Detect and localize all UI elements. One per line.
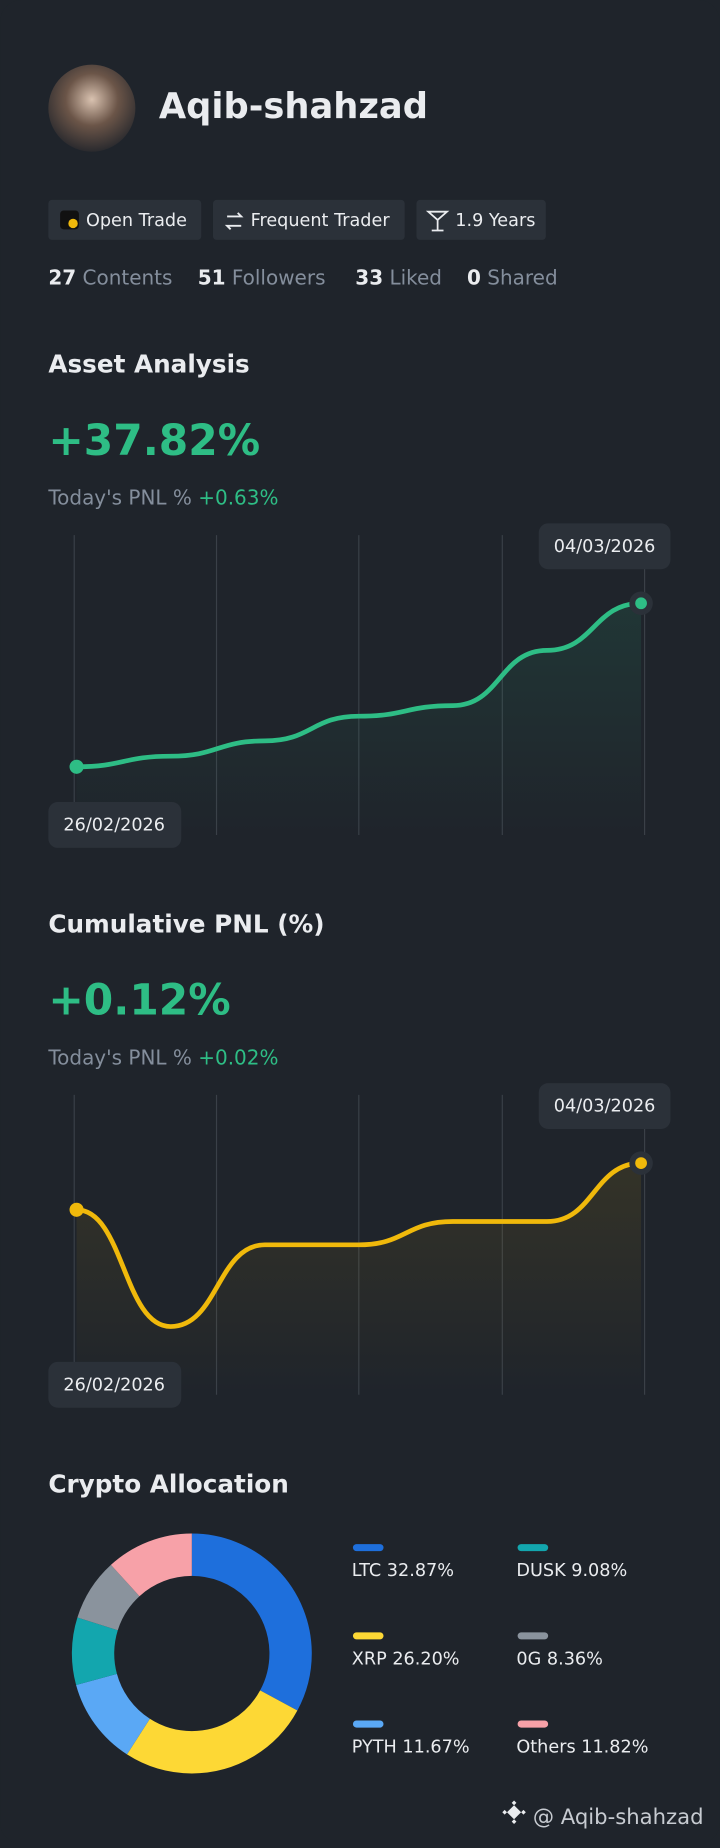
- donut-segment: [71, 1533, 312, 1774]
- date-tag: [538, 1083, 671, 1129]
- stat-label: Liked: [389, 265, 442, 289]
- headline-value: +37.82%: [48, 416, 260, 465]
- section-title: Asset Analysis: [48, 350, 249, 379]
- legend-swatch: [517, 1720, 549, 1728]
- legend-name: LTC: [352, 1561, 381, 1581]
- stat-count: 0: [467, 265, 481, 289]
- section-title: Cumulative PNL (%): [48, 910, 324, 939]
- start-point: [69, 1202, 84, 1217]
- legend-name: 0G: [516, 1649, 541, 1669]
- badge: [48, 199, 202, 240]
- donut-segment: [71, 1533, 312, 1774]
- legend-name: XRP: [352, 1649, 387, 1669]
- legend-value: 11.67%: [402, 1738, 469, 1758]
- pnl-label: Today's PNL %: [47, 1045, 192, 1069]
- badge: [416, 199, 546, 240]
- legend-name: DUSK: [516, 1561, 566, 1581]
- legend-entry: Others 11.82%: [516, 1738, 648, 1758]
- legend-swatch: [352, 1720, 384, 1728]
- stat-label: Followers: [232, 265, 326, 289]
- line-area: [76, 1163, 642, 1395]
- legend-swatch: [352, 1544, 384, 1552]
- legend-entry: PYTH 11.67%: [352, 1738, 470, 1758]
- legend-value: 26.20%: [392, 1649, 459, 1669]
- legend-value: 11.82%: [581, 1738, 648, 1758]
- line: [74, 1160, 644, 1329]
- pnl-line: Today's PNL % +0.63%: [47, 485, 278, 509]
- legend-entry: LTC 32.87%: [352, 1561, 454, 1581]
- stats: 27 Contents 51 Followers 33 Liked 0 Shar…: [48, 265, 557, 289]
- badge: [212, 199, 405, 240]
- legend-swatch: [517, 1632, 549, 1640]
- end-date: 04/03/2026: [554, 1097, 656, 1117]
- badge-text: Frequent Trader: [251, 211, 391, 231]
- pnl-label: Today's PNL %: [47, 485, 192, 509]
- pnl-line: Today's PNL % +0.02%: [47, 1045, 278, 1069]
- legend-value: 9.08%: [571, 1561, 627, 1581]
- line-area: [76, 603, 642, 835]
- start-date: 26/02/2026: [63, 1375, 165, 1395]
- footer-handle: @ Aqib-shahzad: [533, 1804, 704, 1829]
- stat-label: Contents: [83, 265, 173, 289]
- donut-segment: [71, 1533, 312, 1774]
- legend-value: 32.87%: [387, 1561, 454, 1581]
- pnl-value: +0.63%: [198, 485, 278, 509]
- start-date: 26/02/2026: [63, 816, 165, 836]
- date-tag: [48, 802, 182, 848]
- date-tag: [48, 1361, 182, 1408]
- stat-count: 27: [48, 265, 76, 289]
- legend-entry: XRP 26.20%: [352, 1649, 460, 1669]
- stat-label: Shared: [487, 265, 557, 289]
- badge-icon: [224, 212, 244, 230]
- badge-text: Open Trade: [86, 211, 187, 231]
- badge-icon: [68, 218, 78, 229]
- legend-swatch: [517, 1544, 549, 1552]
- legend-entry: 0G 8.36%: [516, 1649, 602, 1669]
- section-title: Crypto Allocation: [48, 1469, 289, 1498]
- legend-entry: DUSK 9.08%: [516, 1561, 627, 1581]
- headline-value: +0.12%: [48, 976, 230, 1025]
- line: [74, 600, 644, 770]
- legend-name: PYTH: [352, 1738, 397, 1758]
- date-tag: [538, 523, 671, 570]
- stat-count: 51: [198, 265, 226, 289]
- badge-text: 1.9 Years: [455, 211, 535, 231]
- legend-swatch: [352, 1632, 384, 1640]
- brand-icon: [502, 1800, 526, 1825]
- stat-count: 33: [355, 265, 383, 289]
- user-name: Aqib-shahzad: [159, 86, 428, 127]
- avatar[interactable]: [48, 64, 136, 152]
- legend-name: Others: [516, 1738, 575, 1758]
- legend-value: 8.36%: [547, 1649, 603, 1669]
- badge-icon: [425, 210, 450, 232]
- end-point: [635, 597, 647, 610]
- start-point: [69, 759, 84, 774]
- end-point: [635, 1157, 647, 1169]
- pnl-value: +0.02%: [198, 1045, 278, 1069]
- end-date: 04/03/2026: [554, 537, 656, 557]
